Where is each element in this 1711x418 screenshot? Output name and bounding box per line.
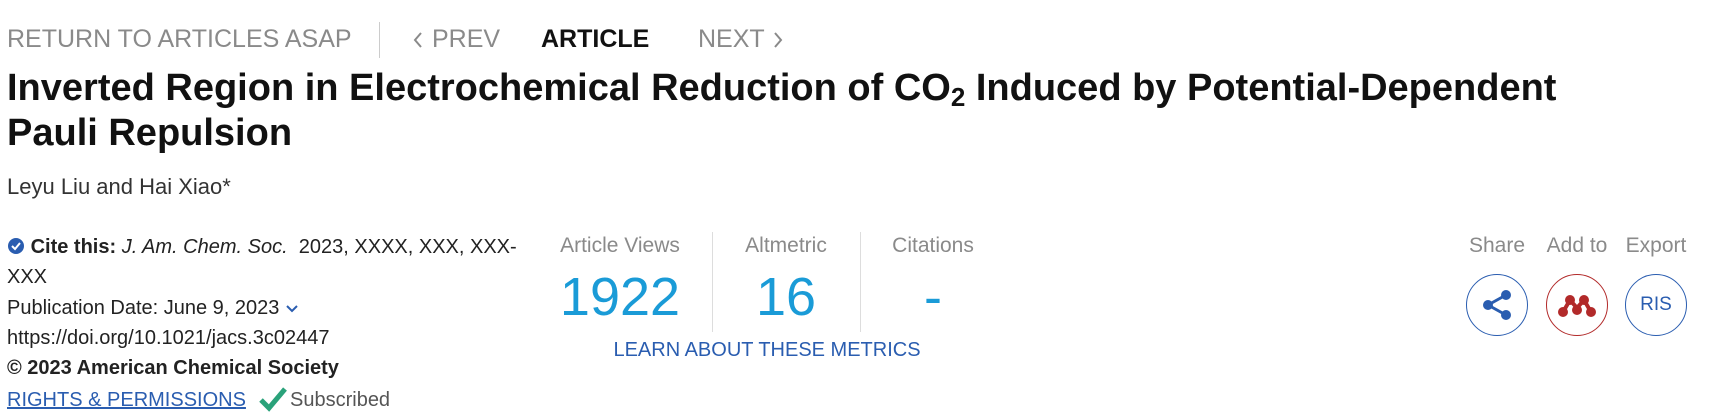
publication-date[interactable]: Publication Date: June 9, 2023 [7,293,299,323]
metric-label: Citations [892,234,974,257]
cite-details: 2023, XXXX, XXX, XXX-XXX [7,236,517,288]
metric-divider [860,232,861,332]
date-chevron [286,305,298,313]
metric-label: Altmetric [745,234,827,257]
date-text: Publication Date: June 9, 2023 [7,297,280,319]
access-status: Subscribed [290,389,391,411]
action-label: Export [1625,234,1687,257]
title-text: Inverted Region in Electrochemical Reduc… [7,67,951,109]
title-text: Induced by Potential-Dependent Pauli Rep… [7,67,1557,154]
rights-link[interactable]: RIGHTS & PERMISSIONS [7,389,246,411]
current-tab[interactable]: ARTICLE [541,25,650,53]
metric-value: 1922 [559,267,681,327]
copyright: © 2023 American Chemical Society [7,357,339,379]
next-chevron [774,32,783,48]
action-label: Add to [1546,234,1608,257]
article-title: Inverted Region in Electrochemical Reduc… [7,66,1657,156]
export-button[interactable]: RIS [1625,274,1687,336]
action-label: Share [1468,234,1526,257]
citation: Cite this: J. Am. Chem. Soc. 2023, XXXX,… [7,232,532,292]
metrics-link[interactable]: LEARN ABOUT THESE METRICS [613,339,921,361]
prev-link[interactable]: PREV [432,25,501,53]
cite-label: Cite this: [30,236,117,258]
doi[interactable]: https://doi.org/10.1021/jacs.3c02447 [7,327,330,349]
mendeley-button[interactable] [1546,274,1608,336]
mendeley-icon [1558,295,1596,317]
metric-value: - [924,267,942,327]
journal: J. Am. Chem. Soc. [121,236,288,258]
metric-value[interactable]: 16 [755,267,817,327]
share-button[interactable] [1466,274,1528,336]
title-subscript: 2 [950,82,966,112]
metric-divider [712,232,713,332]
prev-chevron [413,32,422,48]
subscribed-check [259,387,287,412]
metric-label: Article Views [560,234,680,257]
check-icon [8,238,24,254]
next-link[interactable]: NEXT [698,25,765,53]
share-icon [1483,290,1511,320]
authors[interactable]: Leyu Liu and Hai Xiao* [7,174,231,199]
return-link[interactable]: RETURN TO ARTICLES ASAP [7,25,352,53]
nav-divider [379,22,380,58]
